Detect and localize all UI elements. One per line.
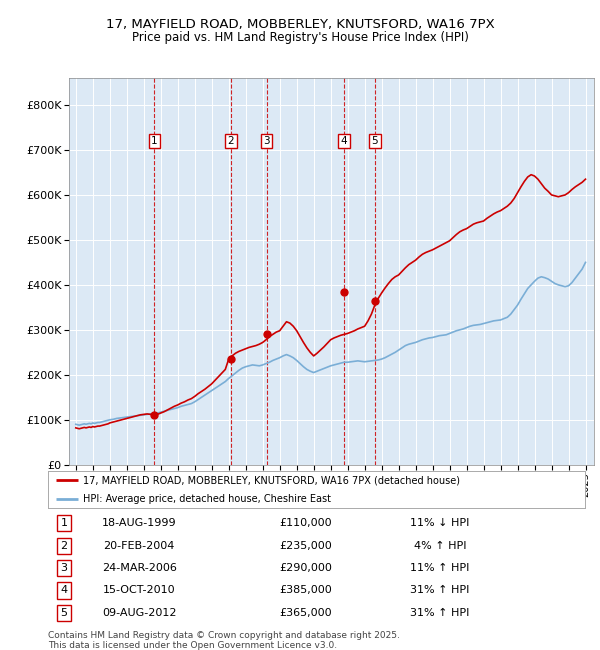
Text: Price paid vs. HM Land Registry's House Price Index (HPI): Price paid vs. HM Land Registry's House … bbox=[131, 31, 469, 44]
Text: 31% ↑ HPI: 31% ↑ HPI bbox=[410, 608, 470, 617]
Text: 2: 2 bbox=[61, 541, 68, 551]
Text: 1: 1 bbox=[151, 136, 158, 146]
Text: £235,000: £235,000 bbox=[280, 541, 332, 551]
Text: 1: 1 bbox=[61, 519, 68, 528]
Text: 17, MAYFIELD ROAD, MOBBERLEY, KNUTSFORD, WA16 7PX: 17, MAYFIELD ROAD, MOBBERLEY, KNUTSFORD,… bbox=[106, 18, 494, 31]
Text: Contains HM Land Registry data © Crown copyright and database right 2025.
This d: Contains HM Land Registry data © Crown c… bbox=[48, 630, 400, 650]
Text: 11% ↓ HPI: 11% ↓ HPI bbox=[410, 519, 470, 528]
Text: 11% ↑ HPI: 11% ↑ HPI bbox=[410, 563, 470, 573]
Text: 3: 3 bbox=[61, 563, 68, 573]
Text: £385,000: £385,000 bbox=[280, 586, 332, 595]
Text: £110,000: £110,000 bbox=[280, 519, 332, 528]
Text: 18-AUG-1999: 18-AUG-1999 bbox=[102, 519, 176, 528]
Text: 4% ↑ HPI: 4% ↑ HPI bbox=[414, 541, 466, 551]
Text: 5: 5 bbox=[371, 136, 379, 146]
Text: £290,000: £290,000 bbox=[280, 563, 332, 573]
Text: 24-MAR-2006: 24-MAR-2006 bbox=[102, 563, 177, 573]
Text: HPI: Average price, detached house, Cheshire East: HPI: Average price, detached house, Ches… bbox=[83, 494, 331, 504]
Text: 2: 2 bbox=[227, 136, 234, 146]
Text: £365,000: £365,000 bbox=[280, 608, 332, 617]
Text: 3: 3 bbox=[263, 136, 270, 146]
Text: 4: 4 bbox=[341, 136, 347, 146]
Text: 15-OCT-2010: 15-OCT-2010 bbox=[103, 586, 176, 595]
Text: 4: 4 bbox=[61, 586, 68, 595]
Text: 20-FEB-2004: 20-FEB-2004 bbox=[104, 541, 175, 551]
Text: 31% ↑ HPI: 31% ↑ HPI bbox=[410, 586, 470, 595]
Text: 17, MAYFIELD ROAD, MOBBERLEY, KNUTSFORD, WA16 7PX (detached house): 17, MAYFIELD ROAD, MOBBERLEY, KNUTSFORD,… bbox=[83, 475, 460, 485]
Text: 09-AUG-2012: 09-AUG-2012 bbox=[102, 608, 176, 617]
Text: 5: 5 bbox=[61, 608, 68, 617]
